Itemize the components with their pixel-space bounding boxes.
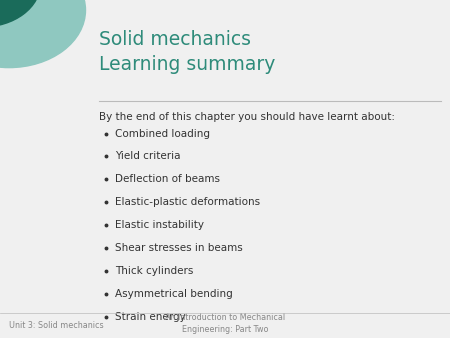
Text: Combined loading: Combined loading xyxy=(115,128,210,139)
Text: Elastic-plastic deformations: Elastic-plastic deformations xyxy=(115,197,260,208)
Text: Thick cylinders: Thick cylinders xyxy=(115,266,193,276)
Text: Deflection of beams: Deflection of beams xyxy=(115,174,220,185)
Text: An Introduction to Mechanical
Engineering: Part Two: An Introduction to Mechanical Engineerin… xyxy=(165,313,285,334)
Circle shape xyxy=(0,0,40,27)
Text: Strain energy: Strain energy xyxy=(115,312,185,322)
Text: By the end of this chapter you should have learnt about:: By the end of this chapter you should ha… xyxy=(99,112,395,122)
Circle shape xyxy=(0,0,86,68)
Text: Shear stresses in beams: Shear stresses in beams xyxy=(115,243,243,254)
Text: Elastic instability: Elastic instability xyxy=(115,220,204,231)
Text: Unit 3: Solid mechanics: Unit 3: Solid mechanics xyxy=(9,321,104,330)
Text: Asymmetrical bending: Asymmetrical bending xyxy=(115,289,233,299)
Text: Yield criteria: Yield criteria xyxy=(115,151,180,162)
Circle shape xyxy=(0,0,72,51)
Text: Solid mechanics
Learning summary: Solid mechanics Learning summary xyxy=(99,30,275,74)
